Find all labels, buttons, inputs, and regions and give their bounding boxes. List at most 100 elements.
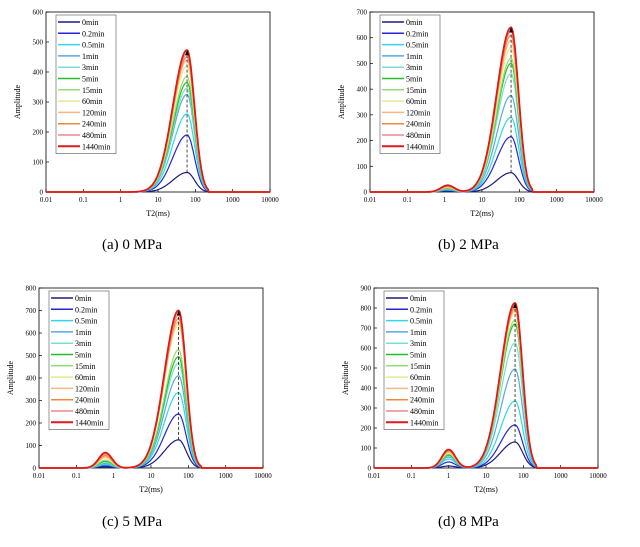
x-tick-label: 0.1	[72, 472, 81, 480]
legend-entry: 480min	[82, 131, 106, 140]
y-tick-label: 100	[33, 159, 44, 167]
legend-entry: 0.5min	[410, 317, 432, 326]
arrow-head	[185, 50, 190, 56]
legend-entry: 0.5min	[406, 41, 428, 50]
legend-entry: 60min	[82, 97, 102, 106]
y-tick-label: 300	[357, 111, 368, 119]
x-tick-label: 1	[447, 472, 451, 480]
y-tick-label: 700	[357, 9, 368, 17]
legend-entry: 3min	[410, 339, 426, 348]
series-line-1440min	[370, 26, 594, 193]
y-tick-label: 400	[361, 385, 372, 393]
y-tick-label: 500	[33, 39, 44, 47]
legend-entry: 15min	[75, 362, 95, 371]
legend-entry: 480min	[75, 407, 99, 416]
caption-b: (b) 2 MPa	[438, 237, 499, 253]
legend-entry: 5min	[406, 75, 422, 84]
legend-entry: 240min	[406, 120, 430, 129]
legend	[55, 14, 117, 154]
legend	[383, 290, 445, 430]
caption-a: (a) 0 MPa	[102, 237, 162, 253]
legend-entry: 0min	[82, 18, 98, 27]
x-tick-label: 1	[443, 196, 447, 204]
y-tick-label: 700	[26, 307, 37, 315]
legend-entry: 5min	[75, 351, 91, 360]
x-tick-label: 1000	[554, 472, 569, 480]
x-tick-label: 100	[183, 472, 194, 480]
legend-entry: 240min	[410, 396, 434, 405]
arrow-head	[513, 303, 518, 308]
x-tick-label: 10	[483, 472, 491, 480]
subplot-1: 0 100 200 300 400 500 600 700 0.01 0.1 1 10 100 1000 1…	[337, 9, 603, 219]
subplot-3: 0 100 200 300 400 500 600 700 800 900 0.01 0.1 1 10 10…	[341, 285, 607, 495]
legend-entry: 3min	[82, 63, 98, 72]
y-tick-label: 200	[357, 137, 368, 145]
x-tick-label: 10000	[585, 196, 603, 204]
x-tick-label: 10000	[261, 196, 279, 204]
legend-entry: 0.2min	[410, 305, 432, 314]
x-tick-label: 1000	[550, 196, 565, 204]
legend-entry: 60min	[410, 373, 430, 382]
legend-entry: 1440min	[75, 418, 103, 427]
y-tick-label: 300	[26, 397, 37, 405]
x-tick-label: 10	[479, 196, 487, 204]
legend-entry: 120min	[75, 384, 99, 393]
y-tick-label: 200	[33, 129, 44, 137]
y-tick-label: 300	[33, 99, 44, 107]
y-tick-label: 800	[26, 285, 37, 293]
legend-entry: 0.2min	[406, 29, 428, 38]
arrow-head	[176, 310, 181, 316]
legend-entry: 3min	[406, 63, 422, 72]
y-tick-label: 100	[361, 445, 372, 453]
y-axis-label: Amplitude	[337, 84, 346, 119]
y-tick-label: 500	[357, 60, 368, 68]
series-line-1440min	[46, 49, 270, 193]
x-axis-label: T2(ms)	[146, 209, 170, 218]
x-tick-label: 1	[119, 196, 123, 204]
y-tick-label: 400	[357, 86, 368, 94]
legend-entry: 1min	[82, 52, 98, 61]
x-tick-label: 1	[112, 472, 116, 480]
series-line-1440min	[39, 309, 263, 469]
subplot-2: 0 100 200 300 400 500 600 700 800 0.01 0.1 1 10 100 10…	[6, 285, 272, 495]
x-tick-label: 0.01	[364, 196, 377, 204]
y-tick-label: 600	[357, 34, 368, 42]
legend-entry: 0min	[410, 294, 426, 303]
legend-entry: 480min	[406, 131, 430, 140]
y-tick-label: 600	[26, 330, 37, 338]
x-tick-label: 0.1	[403, 196, 412, 204]
legend	[48, 290, 110, 430]
x-axis-label: T2(ms)	[470, 209, 494, 218]
legend-entry: 0.5min	[82, 41, 104, 50]
legend-entry: 60min	[75, 373, 95, 382]
y-axis-label: Amplitude	[13, 84, 22, 119]
caption-c: (c) 5 MPa	[102, 514, 162, 530]
legend-entry: 1min	[410, 328, 426, 337]
y-tick-label: 0	[368, 465, 372, 473]
legend-entry: 240min	[75, 396, 99, 405]
legend-entry: 0.2min	[82, 29, 104, 38]
legend-entry: 15min	[410, 362, 430, 371]
legend-entry: 5min	[410, 351, 426, 360]
legend-entry: 0.5min	[75, 317, 97, 326]
y-tick-label: 700	[361, 325, 372, 333]
legend-entry: 1min	[75, 328, 91, 337]
legend-entry: 15min	[82, 86, 102, 95]
y-tick-label: 400	[33, 69, 44, 77]
x-tick-label: 1000	[219, 472, 234, 480]
y-tick-label: 100	[26, 442, 37, 450]
legend-entry: 240min	[82, 120, 106, 129]
x-tick-label: 100	[190, 196, 201, 204]
legend-entry: 120min	[82, 108, 106, 117]
y-tick-label: 600	[33, 9, 44, 17]
x-tick-label: 100	[518, 472, 529, 480]
x-tick-label: 0.01	[368, 472, 381, 480]
x-tick-label: 1000	[226, 196, 241, 204]
x-tick-label: 0.01	[40, 196, 53, 204]
legend-entry: 0min	[406, 18, 422, 27]
y-tick-label: 200	[361, 425, 372, 433]
y-tick-label: 0	[33, 465, 37, 473]
subplot-0: 0 100 200 300 400 500 600 0.01 0.1 1 10 100 1000 1000…	[13, 9, 279, 219]
x-tick-label: 10000	[589, 472, 607, 480]
